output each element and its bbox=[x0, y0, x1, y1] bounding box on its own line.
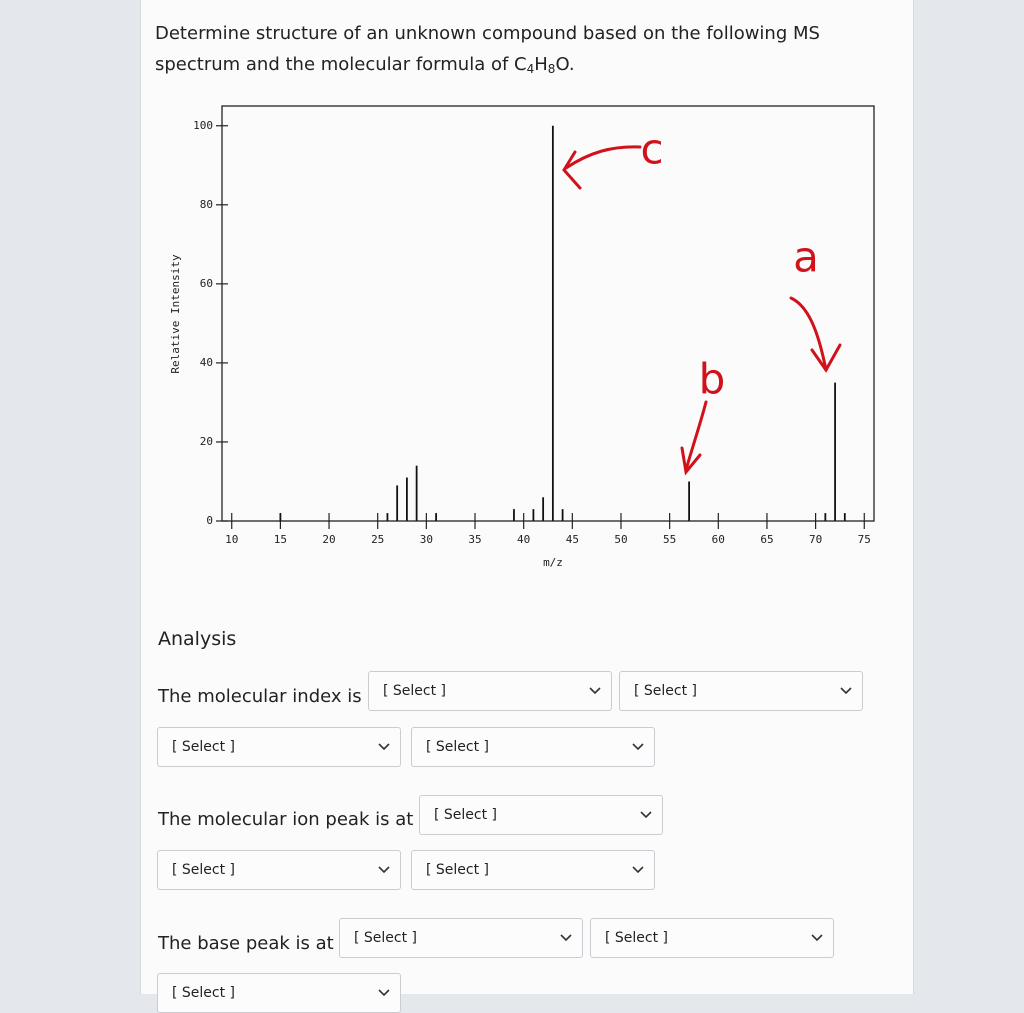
x-tick-label: 45 bbox=[566, 533, 579, 546]
dropdown-placeholder: [ Select ] bbox=[634, 683, 698, 699]
dropdown[interactable]: [ Select ] bbox=[339, 918, 583, 958]
dropdown-placeholder: [ Select ] bbox=[434, 807, 498, 823]
dropdown[interactable]: [ Select ] bbox=[157, 850, 401, 890]
x-tick-label: 65 bbox=[760, 533, 773, 546]
dropdown[interactable]: [ Select ] bbox=[368, 671, 612, 711]
plot-frame bbox=[221, 105, 875, 522]
dropdown-placeholder: [ Select ] bbox=[605, 930, 669, 946]
x-tick-label: 60 bbox=[712, 533, 725, 546]
chevron bbox=[560, 934, 572, 942]
arrow-a-head bbox=[810, 343, 842, 373]
question-body: Determine structure of an unknown compou… bbox=[155, 23, 820, 75]
dropdown-placeholder: [ Select ] bbox=[172, 985, 236, 1001]
arrow-c bbox=[564, 145, 642, 170]
handwritten-annotation: a bbox=[793, 233, 819, 282]
question-label: The molecular index is bbox=[158, 686, 362, 707]
dropdown[interactable]: [ Select ] bbox=[411, 727, 655, 767]
ms-spectrum: m/z Relative Intensity 10 15 20 25 30 35 40 45 5… bbox=[169, 105, 875, 569]
y-axis-label: Relative Intensity bbox=[169, 254, 182, 374]
dropdown-placeholder: [ Select ] bbox=[172, 862, 236, 878]
x-tick-label: 10 bbox=[225, 533, 238, 546]
dropdown-placeholder: [ Select ] bbox=[354, 930, 418, 946]
x-tick-label: 55 bbox=[663, 533, 676, 546]
dropdown[interactable]: [ Select ] bbox=[157, 727, 401, 767]
analysis-heading: Analysis bbox=[158, 628, 237, 650]
x-tick-label: 20 bbox=[322, 533, 335, 546]
arrow-b bbox=[684, 400, 708, 472]
x-tick-label: 25 bbox=[371, 533, 384, 546]
x-tick-label: 15 bbox=[274, 533, 287, 546]
chevron bbox=[378, 866, 390, 874]
chevron bbox=[811, 934, 823, 942]
question-text: Determine structure of an unknown compou… bbox=[155, 18, 875, 80]
formula: C4H8O bbox=[514, 54, 569, 75]
dropdown[interactable]: [ Select ] bbox=[157, 973, 401, 1013]
question-end: . bbox=[568, 54, 575, 75]
chevron bbox=[589, 687, 601, 695]
y-tick-label: 0 bbox=[206, 514, 213, 527]
formula-part: O bbox=[555, 54, 569, 75]
chevron bbox=[632, 866, 644, 874]
formula-part: H bbox=[534, 54, 548, 75]
question-label: The base peak is at bbox=[158, 933, 334, 954]
dropdown[interactable]: [ Select ] bbox=[619, 671, 863, 711]
dropdown[interactable]: [ Select ] bbox=[411, 850, 655, 890]
x-tick-label: 30 bbox=[420, 533, 433, 546]
x-tick-label: 40 bbox=[517, 533, 530, 546]
dropdown-placeholder: [ Select ] bbox=[172, 739, 236, 755]
chevron bbox=[632, 743, 644, 751]
y-tick-label: 80 bbox=[200, 198, 213, 211]
formula-subscript: 8 bbox=[547, 62, 556, 76]
dropdown-placeholder: [ Select ] bbox=[426, 739, 490, 755]
y-tick-label: 20 bbox=[200, 435, 213, 448]
chevron bbox=[640, 811, 652, 819]
y-tick-label: 60 bbox=[200, 277, 213, 290]
handwritten-annotation: b bbox=[699, 355, 726, 404]
x-tick-label: 50 bbox=[614, 533, 627, 546]
handwritten-arrows bbox=[562, 145, 842, 476]
chevron bbox=[840, 687, 852, 695]
dropdown[interactable]: [ Select ] bbox=[419, 795, 663, 835]
x-axis-label: m/z bbox=[543, 556, 563, 569]
dropdown[interactable]: [ Select ] bbox=[590, 918, 834, 958]
dropdown-placeholder: [ Select ] bbox=[383, 683, 447, 699]
chevron bbox=[378, 989, 390, 997]
y-tick-label: 100 bbox=[193, 119, 213, 132]
y-tick-label: 40 bbox=[200, 356, 213, 369]
chevron bbox=[378, 743, 390, 751]
dropdown-placeholder: [ Select ] bbox=[426, 862, 490, 878]
handwritten-annotation: c bbox=[640, 125, 663, 174]
x-tick-label: 70 bbox=[809, 533, 822, 546]
x-tick-label: 75 bbox=[858, 533, 871, 546]
formula-subscript: 4 bbox=[526, 62, 535, 76]
arrow-c-head bbox=[562, 150, 582, 190]
arrow-a bbox=[789, 296, 828, 372]
formula-part: C bbox=[514, 54, 527, 75]
x-tick-label: 35 bbox=[468, 533, 481, 546]
question-label: The molecular ion peak is at bbox=[158, 809, 414, 830]
arrow-b-head bbox=[680, 446, 702, 476]
